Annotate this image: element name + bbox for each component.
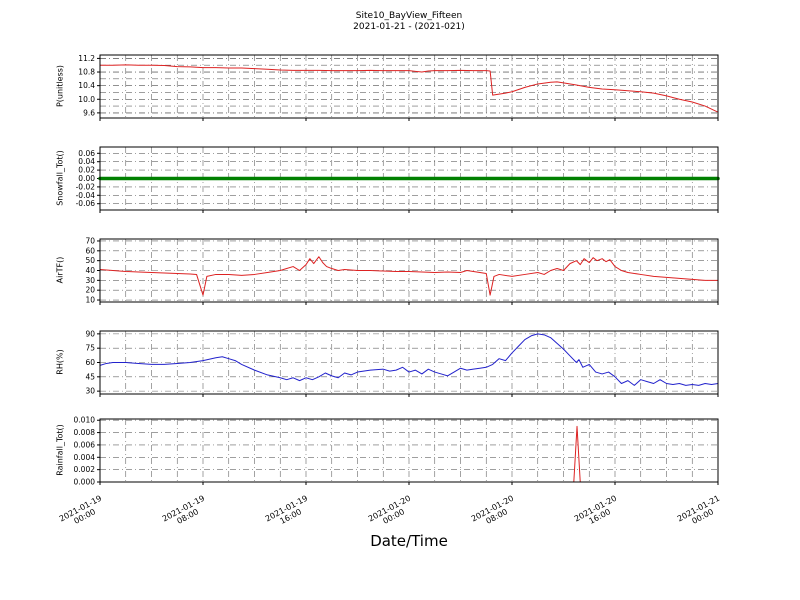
svg-text:70: 70 bbox=[85, 236, 95, 245]
svg-text:90: 90 bbox=[85, 329, 95, 338]
x-axis-label: Date/Time bbox=[370, 532, 448, 550]
svg-text:0.02: 0.02 bbox=[78, 166, 95, 175]
svg-text:0.06: 0.06 bbox=[78, 149, 95, 158]
y-axis-label-p: P(unitless) bbox=[55, 64, 65, 108]
svg-text:0.00: 0.00 bbox=[78, 174, 95, 183]
svg-text:0.010: 0.010 bbox=[74, 416, 96, 425]
svg-text:11.2: 11.2 bbox=[78, 54, 95, 63]
svg-text:0.004: 0.004 bbox=[74, 453, 96, 462]
svg-text:60: 60 bbox=[85, 246, 95, 255]
svg-text:45: 45 bbox=[85, 372, 95, 381]
figure-title: Site10_BayView_Fifteen bbox=[355, 11, 463, 21]
svg-text:10.8: 10.8 bbox=[78, 68, 95, 77]
svg-text:10.0: 10.0 bbox=[78, 95, 95, 104]
svg-text:40: 40 bbox=[85, 266, 95, 275]
svg-text:30: 30 bbox=[85, 387, 95, 396]
y-axis-label-rainfall: Rainfall_Tot() bbox=[55, 424, 65, 476]
svg-text:10.4: 10.4 bbox=[78, 81, 95, 90]
svg-text:-0.06: -0.06 bbox=[76, 199, 96, 208]
svg-text:9.6: 9.6 bbox=[83, 108, 95, 117]
svg-text:10: 10 bbox=[85, 296, 95, 305]
svg-text:-0.04: -0.04 bbox=[76, 191, 96, 200]
figure-subtitle: 2021-01-21 - (2021-021) bbox=[353, 22, 465, 32]
svg-text:0.000: 0.000 bbox=[74, 478, 96, 487]
svg-text:0.008: 0.008 bbox=[74, 428, 96, 437]
svg-text:75: 75 bbox=[85, 344, 95, 353]
svg-text:0.006: 0.006 bbox=[74, 440, 96, 449]
svg-text:0.002: 0.002 bbox=[74, 465, 96, 474]
svg-text:60: 60 bbox=[85, 358, 95, 367]
svg-text:-0.02: -0.02 bbox=[76, 182, 96, 191]
y-axis-label-airtf: AirTF() bbox=[55, 256, 65, 284]
svg-text:20: 20 bbox=[85, 286, 95, 295]
svg-text:50: 50 bbox=[85, 256, 95, 265]
svg-text:0.04: 0.04 bbox=[78, 157, 95, 166]
y-axis-label-rh: RH(%) bbox=[55, 349, 65, 375]
svg-text:30: 30 bbox=[85, 276, 95, 285]
y-axis-label-snowfall: Snowfall_Tot() bbox=[55, 150, 65, 206]
